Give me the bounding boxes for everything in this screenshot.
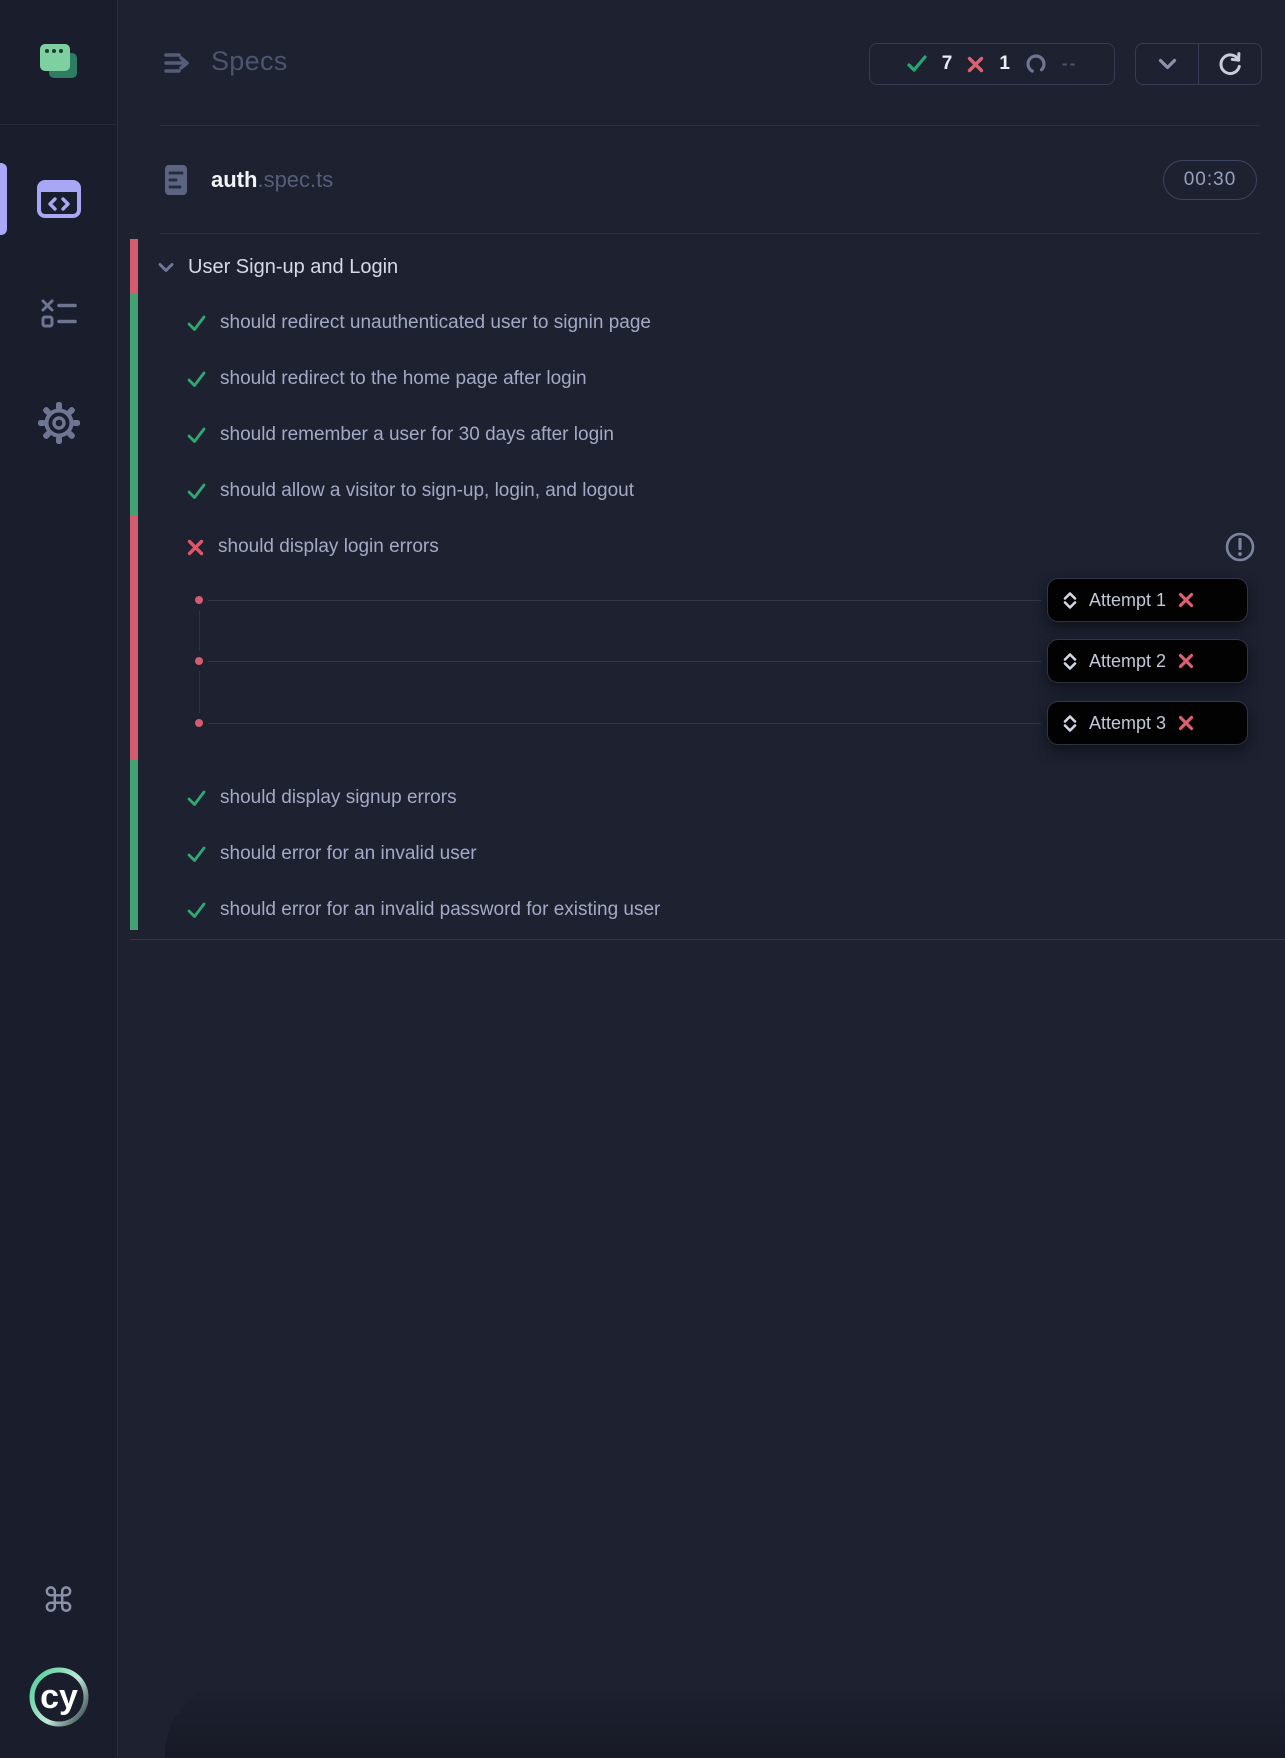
header-divider	[160, 125, 1260, 126]
suite-header[interactable]: User Sign-up and Login	[158, 252, 398, 282]
header-button-group	[1135, 43, 1262, 85]
attempt-label: Attempt 3	[1089, 712, 1167, 733]
check-icon	[187, 790, 206, 807]
fail-x-icon	[1178, 715, 1194, 731]
check-icon	[187, 483, 206, 500]
attempt-timeline-line	[208, 723, 1041, 724]
spec-file-base: auth	[211, 167, 258, 192]
suite-title: User Sign-up and Login	[188, 255, 399, 278]
test-row[interactable]: should redirect unauthenticated user to …	[187, 307, 651, 339]
bottom-shadow	[165, 1683, 1285, 1758]
code-window-specs-icon	[36, 179, 82, 219]
attempt-label: Attempt 2	[1089, 650, 1167, 671]
sidebar-item-specs[interactable]	[0, 163, 117, 235]
failed-count: 1	[999, 53, 1010, 74]
attempt-button[interactable]: Attempt 1	[1048, 579, 1247, 621]
sidebar-item-keyboard-shortcuts[interactable]: ⌘	[0, 1581, 117, 1621]
failed-x-icon	[967, 56, 984, 73]
test-row[interactable]: should error for an invalid user	[187, 838, 477, 870]
expand-collapse-icon	[1063, 652, 1077, 670]
chevron-down-icon	[1158, 58, 1177, 70]
fail-x-icon	[1178, 653, 1194, 669]
stacked-browser-windows-icon	[36, 41, 82, 83]
list-bottom-divider	[130, 939, 1285, 940]
test-title: should allow a visitor to sign-up, login…	[220, 480, 635, 501]
passed-count: 7	[941, 53, 953, 74]
check-icon	[187, 371, 206, 388]
test-row[interactable]: should allow a visitor to sign-up, login…	[187, 475, 634, 507]
settings-gear-icon	[37, 401, 81, 445]
svg-text:cy: cy	[40, 1678, 78, 1716]
cypress-logo-icon: cy	[26, 1664, 92, 1730]
specs-panel-icon	[163, 49, 193, 77]
attempt-button[interactable]: Attempt 3	[1048, 702, 1247, 744]
sidebar-app-section[interactable]	[0, 0, 117, 125]
test-title: should display signup errors	[220, 787, 457, 808]
test-row[interactable]: should redirect to the home page after l…	[187, 363, 587, 395]
status-bar-suite-failed	[130, 239, 138, 293]
attempt-timeline-dot	[195, 719, 203, 727]
passed-check-icon	[907, 55, 927, 73]
page-title: Specs	[211, 46, 288, 76]
check-icon	[187, 902, 206, 919]
test-row-failed[interactable]: should display login errors	[187, 531, 439, 563]
sidebar-item-settings[interactable]	[0, 387, 117, 459]
attempt-timeline-dot	[195, 657, 203, 665]
check-icon	[187, 846, 206, 863]
attempt-timeline-line	[208, 600, 1041, 601]
collapse-all-button[interactable]	[1136, 44, 1198, 84]
attempt-label: Attempt 1	[1089, 589, 1167, 610]
pending-duration: --	[1061, 54, 1078, 73]
attempt-timeline-dot	[195, 596, 203, 604]
spec-divider	[160, 233, 1260, 234]
runs-checklist-icon	[40, 297, 78, 329]
status-bar-passed-block	[130, 293, 138, 515]
test-row[interactable]: should error for an invalid password for…	[187, 894, 660, 926]
active-nav-indicator	[0, 163, 7, 235]
attempt-timeline-line	[208, 661, 1041, 662]
expand-collapse-icon	[1063, 591, 1077, 609]
status-bar-passed-block-2	[130, 760, 138, 930]
check-icon	[187, 315, 206, 332]
spec-file-header[interactable]: auth.spec.ts	[163, 160, 333, 200]
spec-file-name: auth.spec.ts	[211, 167, 333, 193]
test-row[interactable]: should display signup errors	[187, 782, 457, 814]
check-icon	[187, 427, 206, 444]
run-stats: 7 1 --	[869, 43, 1115, 85]
sidebar-item-runs[interactable]	[0, 277, 117, 349]
sidebar: ⌘ cy	[0, 0, 118, 1758]
test-row[interactable]: should remember a user for 30 days after…	[187, 419, 614, 451]
spec-timer-badge: 00:30	[1163, 160, 1257, 200]
expand-collapse-icon	[1063, 714, 1077, 732]
fail-x-icon	[1178, 592, 1194, 608]
test-title: should display login errors	[218, 536, 439, 557]
refresh-icon	[1216, 50, 1244, 78]
spec-file-ext: .spec.ts	[257, 167, 334, 192]
alert-exclamation-icon[interactable]	[1224, 531, 1256, 563]
chevron-down-icon	[158, 262, 174, 273]
status-bar-failed-block	[130, 515, 138, 760]
fail-x-icon	[187, 539, 204, 556]
attempt-timeline-connector	[198, 671, 200, 713]
test-title: should remember a user for 30 days after…	[220, 424, 614, 445]
rerun-button[interactable]	[1198, 44, 1261, 84]
test-title: should redirect unauthenticated user to …	[220, 312, 651, 333]
document-icon	[163, 164, 189, 196]
test-title: should error for an invalid user	[220, 843, 477, 864]
test-title: should error for an invalid password for…	[220, 899, 661, 920]
command-key-icon: ⌘	[41, 1581, 76, 1621]
test-title: should redirect to the home page after l…	[220, 368, 587, 389]
running-spinner-icon	[1025, 53, 1047, 75]
attempt-timeline-connector	[198, 610, 200, 651]
sidebar-item-cypress-logo[interactable]: cy	[0, 1665, 117, 1729]
attempt-button[interactable]: Attempt 2	[1048, 640, 1247, 682]
